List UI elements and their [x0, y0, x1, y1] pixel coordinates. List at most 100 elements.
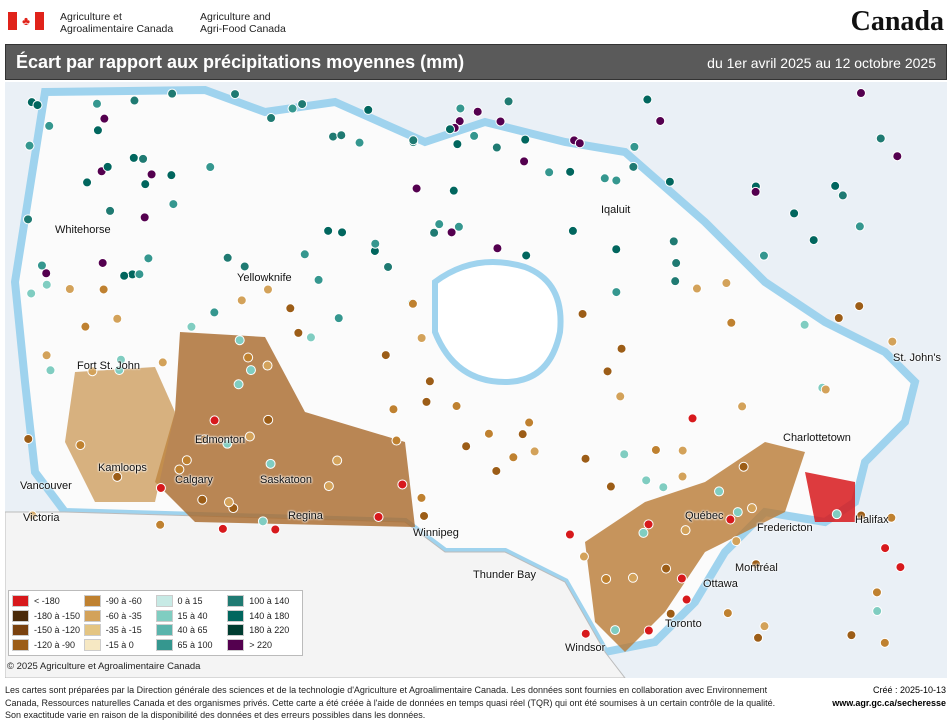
map-title: Écart par rapport aux précipitations moy…: [16, 52, 465, 72]
station-dot: [245, 365, 256, 376]
precipitation-map: Whitehorse Yellowknife Iqaluit Fort St. Joh…: [5, 82, 947, 678]
city-label: Halifax: [855, 514, 889, 526]
legend-label: 140 à 180: [249, 610, 290, 621]
station-dot: [658, 482, 669, 493]
map-canvas: [5, 85, 920, 678]
station-dot: [751, 559, 762, 570]
station-dot: [875, 133, 886, 144]
station-dot: [643, 625, 654, 636]
station-dot: [564, 529, 575, 540]
station-dot: [452, 139, 463, 150]
station-dot: [328, 131, 339, 142]
station-dot: [650, 444, 661, 455]
station-dot: [521, 250, 532, 261]
station-dot: [655, 115, 666, 126]
station-dot: [872, 606, 883, 617]
station-dot: [820, 384, 831, 395]
legend-item: 0 à 15: [155, 594, 228, 609]
station-dot: [407, 298, 418, 309]
station-dot: [75, 440, 86, 451]
station-dot: [611, 244, 622, 255]
station-dot: [23, 433, 34, 444]
station-dot: [670, 276, 681, 287]
station-dot: [616, 343, 627, 354]
legend-swatch: [83, 609, 101, 622]
station-dot: [681, 594, 692, 605]
station-dot: [263, 414, 274, 425]
station-dot: [23, 214, 34, 225]
legend-item: 15 à 40: [155, 609, 228, 624]
station-dot: [257, 516, 268, 527]
station-dot: [491, 465, 502, 476]
station-dot: [80, 321, 91, 332]
legend-swatch: [83, 595, 101, 608]
station-dot: [495, 116, 506, 127]
station-dot: [643, 519, 654, 530]
station-dot: [642, 94, 653, 105]
station-dot: [856, 510, 867, 521]
legend-item: > 220: [227, 638, 299, 653]
station-dot: [99, 113, 110, 124]
dept-en-line1: Agriculture and: [200, 11, 271, 23]
city-label: Toronto: [665, 618, 702, 630]
station-dot: [41, 268, 52, 279]
station-dot: [421, 396, 432, 407]
station-dot: [677, 471, 688, 482]
city-label: Charlottetown: [783, 432, 851, 444]
legend-swatch: [227, 609, 245, 622]
station-dot: [737, 401, 748, 412]
station-dot: [230, 89, 241, 100]
legend-label: -35 à -15: [105, 625, 142, 636]
station-dot: [287, 103, 298, 114]
city-label: Edmonton: [195, 434, 246, 446]
station-dot: [520, 134, 531, 145]
station-dot: [64, 284, 75, 295]
legend-label: -120 à -90: [34, 639, 76, 650]
station-dot: [529, 446, 540, 457]
station-dot: [492, 243, 503, 254]
canada-wordmark: Canada: [850, 6, 944, 37]
station-dot: [429, 227, 440, 238]
station-dot: [544, 167, 555, 178]
station-dot: [91, 98, 102, 109]
station-dot: [461, 441, 472, 452]
station-dot: [854, 301, 865, 312]
station-dot: [419, 510, 430, 521]
city-label: Victoria: [23, 512, 60, 524]
station-dot: [333, 313, 344, 324]
station-dot: [879, 637, 890, 648]
station-dot: [140, 179, 151, 190]
station-dot: [565, 166, 576, 177]
legend-label: -60 à -35: [105, 610, 142, 621]
station-dot: [222, 252, 233, 263]
station-dot: [599, 173, 610, 184]
station-dot: [114, 364, 125, 375]
station-dot: [115, 354, 126, 365]
city-label: Kamloops: [98, 462, 147, 474]
city-label: Yellowknife: [237, 272, 292, 284]
station-dot: [578, 551, 589, 562]
website-link[interactable]: www.agr.gc.ca/secheresse: [832, 697, 946, 708]
station-dot: [234, 335, 245, 346]
station-dot: [102, 161, 113, 172]
legend-swatch: [227, 638, 245, 651]
station-dot: [36, 260, 47, 271]
station-dot: [444, 124, 455, 135]
city-label: Thunder Bay: [473, 569, 536, 581]
station-dot: [397, 479, 408, 490]
station-dot: [714, 486, 725, 497]
station-dot: [354, 137, 365, 148]
station-dot: [383, 261, 394, 272]
station-dot: [895, 562, 906, 573]
station-dot: [668, 236, 679, 247]
station-dot: [665, 608, 676, 619]
legend-label: 0 à 15: [177, 596, 203, 607]
station-dot: [157, 357, 168, 368]
city-label: Fredericton: [757, 522, 813, 534]
station-dot: [629, 141, 640, 152]
station-dot: [517, 429, 528, 440]
station-dot: [503, 96, 514, 107]
station-dot: [677, 445, 688, 456]
department-name-en: Agriculture and Agri-Food Canada: [200, 11, 286, 35]
department-name-fr: Agriculture et Agroalimentaire Canada: [60, 11, 173, 35]
